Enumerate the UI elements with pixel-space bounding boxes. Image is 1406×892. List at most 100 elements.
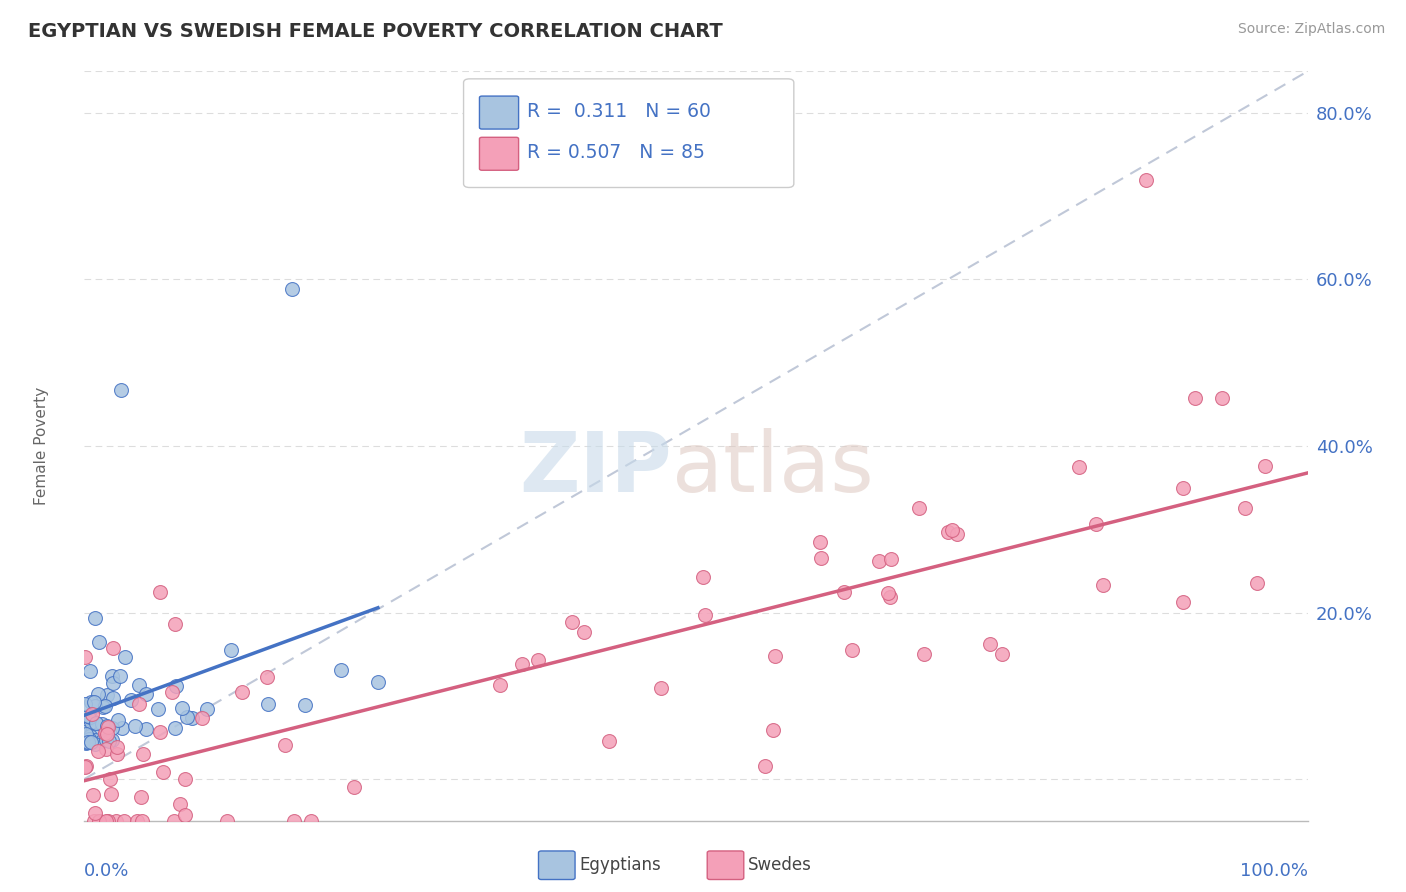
Point	[111, 721, 134, 735]
Point	[160, 684, 183, 698]
Point	[110, 383, 132, 397]
Point	[87, 635, 110, 649]
Point	[79, 710, 101, 724]
FancyBboxPatch shape	[464, 78, 794, 187]
Point	[80, 725, 103, 739]
Point	[180, 710, 202, 724]
Point	[877, 586, 900, 600]
Point	[912, 648, 935, 662]
FancyBboxPatch shape	[479, 137, 519, 170]
Point	[173, 808, 195, 822]
Point	[330, 663, 353, 677]
Point	[105, 747, 128, 762]
Point	[808, 535, 831, 549]
Point	[1135, 172, 1157, 186]
Point	[124, 718, 146, 732]
Point	[165, 721, 187, 735]
Point	[75, 649, 97, 664]
Text: R =  0.311   N = 60: R = 0.311 N = 60	[527, 102, 711, 120]
Point	[165, 679, 187, 693]
Point	[84, 737, 107, 751]
Point	[73, 760, 96, 774]
Point	[132, 747, 155, 762]
Point	[83, 611, 105, 625]
Text: R = 0.507   N = 85: R = 0.507 N = 85	[527, 143, 704, 161]
Point	[105, 739, 128, 754]
Point	[1254, 458, 1277, 473]
Point	[96, 814, 118, 828]
Point	[163, 616, 186, 631]
Point	[89, 814, 111, 828]
Point	[96, 733, 118, 747]
Point	[868, 554, 890, 568]
Point	[94, 699, 117, 714]
Point	[79, 664, 101, 678]
Point	[598, 734, 620, 748]
Point	[79, 735, 101, 749]
Point	[101, 676, 124, 690]
Point	[75, 727, 97, 741]
Point	[91, 700, 114, 714]
Point	[101, 732, 124, 747]
Text: atlas: atlas	[672, 428, 873, 509]
Point	[97, 720, 120, 734]
Point	[97, 734, 120, 748]
Point	[103, 690, 125, 705]
Point	[107, 714, 129, 728]
Point	[294, 698, 316, 713]
Point	[87, 744, 110, 758]
Point	[73, 724, 96, 739]
Point	[841, 643, 863, 657]
Point	[1067, 460, 1090, 475]
Point	[152, 764, 174, 779]
Point	[219, 643, 242, 657]
Point	[83, 814, 105, 828]
Point	[342, 780, 364, 794]
Point	[561, 615, 583, 630]
Point	[172, 700, 194, 714]
Point	[941, 524, 963, 538]
Point	[169, 797, 191, 812]
Point	[146, 702, 169, 716]
Point	[108, 669, 131, 683]
Point	[76, 709, 98, 723]
Text: Source: ZipAtlas.com: Source: ZipAtlas.com	[1237, 22, 1385, 37]
Point	[84, 699, 107, 714]
Point	[90, 734, 112, 748]
Point	[129, 789, 152, 804]
Point	[231, 685, 253, 699]
Text: Egyptians: Egyptians	[579, 856, 661, 874]
Point	[84, 806, 107, 821]
Point	[80, 695, 103, 709]
Point	[79, 715, 101, 730]
Point	[489, 677, 512, 691]
Point	[135, 687, 157, 701]
Point	[1211, 392, 1233, 406]
Point	[75, 735, 97, 749]
Point	[191, 711, 214, 725]
Point	[112, 814, 135, 828]
Point	[96, 719, 118, 733]
Text: EGYPTIAN VS SWEDISH FEMALE POVERTY CORRELATION CHART: EGYPTIAN VS SWEDISH FEMALE POVERTY CORRE…	[28, 22, 723, 41]
Point	[176, 709, 198, 723]
Point	[692, 570, 714, 584]
Point	[77, 735, 100, 749]
Text: Swedes: Swedes	[748, 856, 811, 874]
Point	[1173, 595, 1195, 609]
Point	[96, 688, 118, 702]
Point	[979, 637, 1001, 651]
Point	[281, 282, 304, 296]
Point	[77, 731, 100, 746]
Text: Female Poverty: Female Poverty	[34, 387, 49, 505]
Point	[763, 648, 786, 663]
Point	[79, 729, 101, 743]
Point	[94, 726, 117, 740]
Point	[84, 715, 107, 730]
Point	[810, 550, 832, 565]
Text: 0.0%: 0.0%	[84, 862, 129, 880]
Point	[650, 681, 672, 695]
Point	[695, 607, 717, 622]
Point	[98, 772, 121, 787]
Point	[367, 674, 389, 689]
Point	[174, 772, 197, 786]
